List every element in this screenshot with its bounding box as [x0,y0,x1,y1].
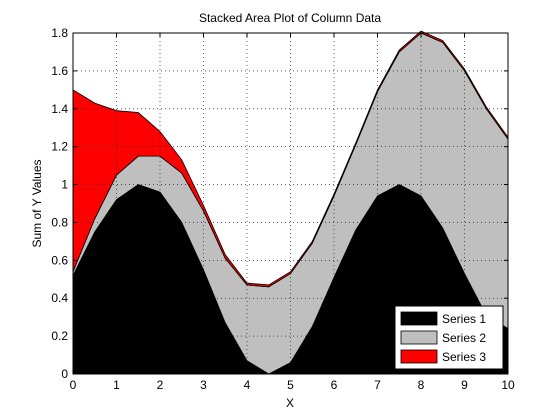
x-tick-label: 5 [287,378,294,392]
y-tick-label: 0 [61,367,68,381]
y-tick-label: 1.4 [51,102,68,116]
legend-swatch [400,311,438,326]
y-tick-label: 1.8 [51,26,68,40]
y-tick-label: 1.2 [51,140,68,154]
tick-layer: 0 1 2 3 4 5 6 7 8 9 10 0 0.2 0.4 0.6 0.8 1 1.2 1.4 1.6 1.8 [51,26,515,392]
x-tick-label: 8 [418,378,425,392]
y-tick-label: 0.4 [51,291,68,305]
legend-label: Series 1 [442,312,486,326]
x-tick-label: 10 [501,378,515,392]
x-tick-label: 6 [331,378,338,392]
legend-swatch [400,349,438,364]
legend-label: Series 3 [442,350,486,364]
y-tick-label: 1 [61,178,68,192]
x-tick-label: 9 [461,378,468,392]
x-tick-label: 1 [113,378,120,392]
x-tick-label: 7 [374,378,381,392]
x-tick-label: 4 [244,378,251,392]
x-tick-label: 3 [200,378,207,392]
y-tick-label: 0.2 [51,329,68,343]
chart-title: Stacked Area Plot of Column Data [199,11,381,25]
y-tick-label: 0.8 [51,215,68,229]
legend-label: Series 2 [442,331,486,345]
legend: Series 1 Series 2 Series 3 [394,305,504,370]
y-tick-label: 1.6 [51,64,68,78]
legend-swatch [400,330,438,345]
x-tick-label: 0 [70,378,77,392]
x-tick-label: 2 [157,378,164,392]
y-tick-label: 0.6 [51,253,68,267]
x-axis-label: X [286,396,294,410]
y-axis-label: Sum of Y Values [30,159,44,247]
